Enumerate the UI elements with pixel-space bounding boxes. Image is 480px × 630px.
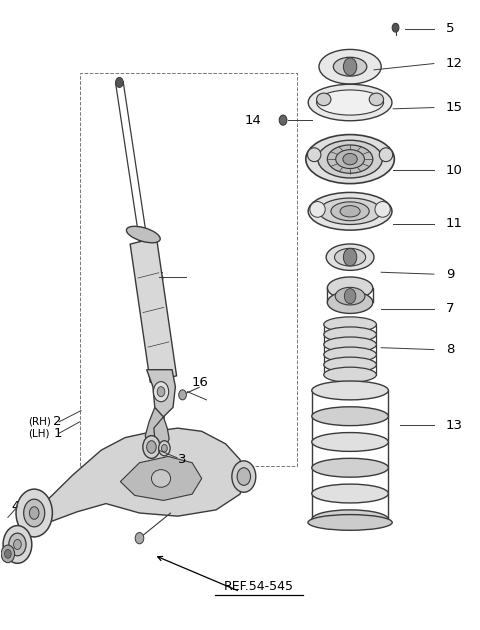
Circle shape <box>344 289 356 304</box>
Ellipse shape <box>317 93 331 106</box>
Ellipse shape <box>319 49 381 84</box>
Ellipse shape <box>312 407 388 426</box>
Ellipse shape <box>324 347 376 362</box>
Polygon shape <box>145 408 164 445</box>
Polygon shape <box>120 457 202 500</box>
Ellipse shape <box>312 458 388 477</box>
Ellipse shape <box>324 337 376 352</box>
Ellipse shape <box>335 248 366 266</box>
Ellipse shape <box>308 515 392 530</box>
Circle shape <box>1 545 14 563</box>
Text: 16: 16 <box>191 376 208 389</box>
Circle shape <box>16 489 52 537</box>
Circle shape <box>237 467 251 485</box>
Ellipse shape <box>379 148 393 162</box>
Ellipse shape <box>324 317 376 332</box>
Ellipse shape <box>310 202 325 217</box>
Ellipse shape <box>326 244 374 270</box>
Polygon shape <box>130 238 177 382</box>
Ellipse shape <box>308 148 321 162</box>
Text: 11: 11 <box>446 217 463 231</box>
Ellipse shape <box>333 57 367 76</box>
Circle shape <box>147 441 156 454</box>
Ellipse shape <box>319 198 381 224</box>
Ellipse shape <box>324 367 376 382</box>
Circle shape <box>9 533 26 556</box>
Text: 9: 9 <box>446 268 454 280</box>
Text: 14: 14 <box>245 113 262 127</box>
Ellipse shape <box>312 381 388 400</box>
Text: 10: 10 <box>446 164 463 177</box>
Text: (RH): (RH) <box>28 417 51 427</box>
Circle shape <box>3 525 32 563</box>
Ellipse shape <box>152 469 170 487</box>
Text: 4: 4 <box>11 500 20 513</box>
Text: 7: 7 <box>446 302 454 315</box>
Text: 1: 1 <box>53 427 62 440</box>
Circle shape <box>343 58 357 76</box>
Ellipse shape <box>324 327 376 342</box>
Text: 5: 5 <box>446 23 454 35</box>
Circle shape <box>279 115 287 125</box>
Ellipse shape <box>335 287 365 305</box>
Circle shape <box>157 387 165 397</box>
Text: (LH): (LH) <box>28 428 50 438</box>
Ellipse shape <box>308 84 392 121</box>
Text: REF.54-545: REF.54-545 <box>224 580 294 593</box>
Circle shape <box>4 549 11 558</box>
Circle shape <box>143 436 160 458</box>
Ellipse shape <box>375 202 390 217</box>
Text: 6: 6 <box>155 271 163 284</box>
Ellipse shape <box>306 135 395 183</box>
Text: 3: 3 <box>178 453 186 466</box>
Ellipse shape <box>308 192 392 230</box>
Circle shape <box>179 390 186 400</box>
Text: 8: 8 <box>446 343 454 356</box>
Text: 13: 13 <box>446 418 463 432</box>
Ellipse shape <box>312 484 388 503</box>
Polygon shape <box>154 417 169 447</box>
Text: 2: 2 <box>53 415 62 428</box>
Ellipse shape <box>331 202 369 220</box>
Text: 12: 12 <box>446 57 463 70</box>
Polygon shape <box>147 370 175 417</box>
Ellipse shape <box>340 205 360 217</box>
Ellipse shape <box>312 433 388 452</box>
Ellipse shape <box>317 90 384 115</box>
Circle shape <box>161 445 167 452</box>
Polygon shape <box>39 428 245 522</box>
Ellipse shape <box>327 145 373 173</box>
Circle shape <box>154 382 168 402</box>
Ellipse shape <box>126 226 160 243</box>
Ellipse shape <box>312 510 388 529</box>
Circle shape <box>24 499 45 527</box>
Circle shape <box>29 507 39 519</box>
Ellipse shape <box>336 150 364 169</box>
Ellipse shape <box>318 140 383 178</box>
Circle shape <box>343 248 357 266</box>
Circle shape <box>13 539 21 549</box>
Ellipse shape <box>369 93 384 106</box>
Ellipse shape <box>343 154 357 165</box>
Ellipse shape <box>327 292 373 314</box>
Text: 15: 15 <box>446 101 463 114</box>
Ellipse shape <box>324 357 376 372</box>
Circle shape <box>135 532 144 544</box>
Circle shape <box>116 77 123 88</box>
Ellipse shape <box>327 277 373 299</box>
Circle shape <box>158 441 170 456</box>
Circle shape <box>392 23 399 32</box>
Circle shape <box>232 461 256 492</box>
